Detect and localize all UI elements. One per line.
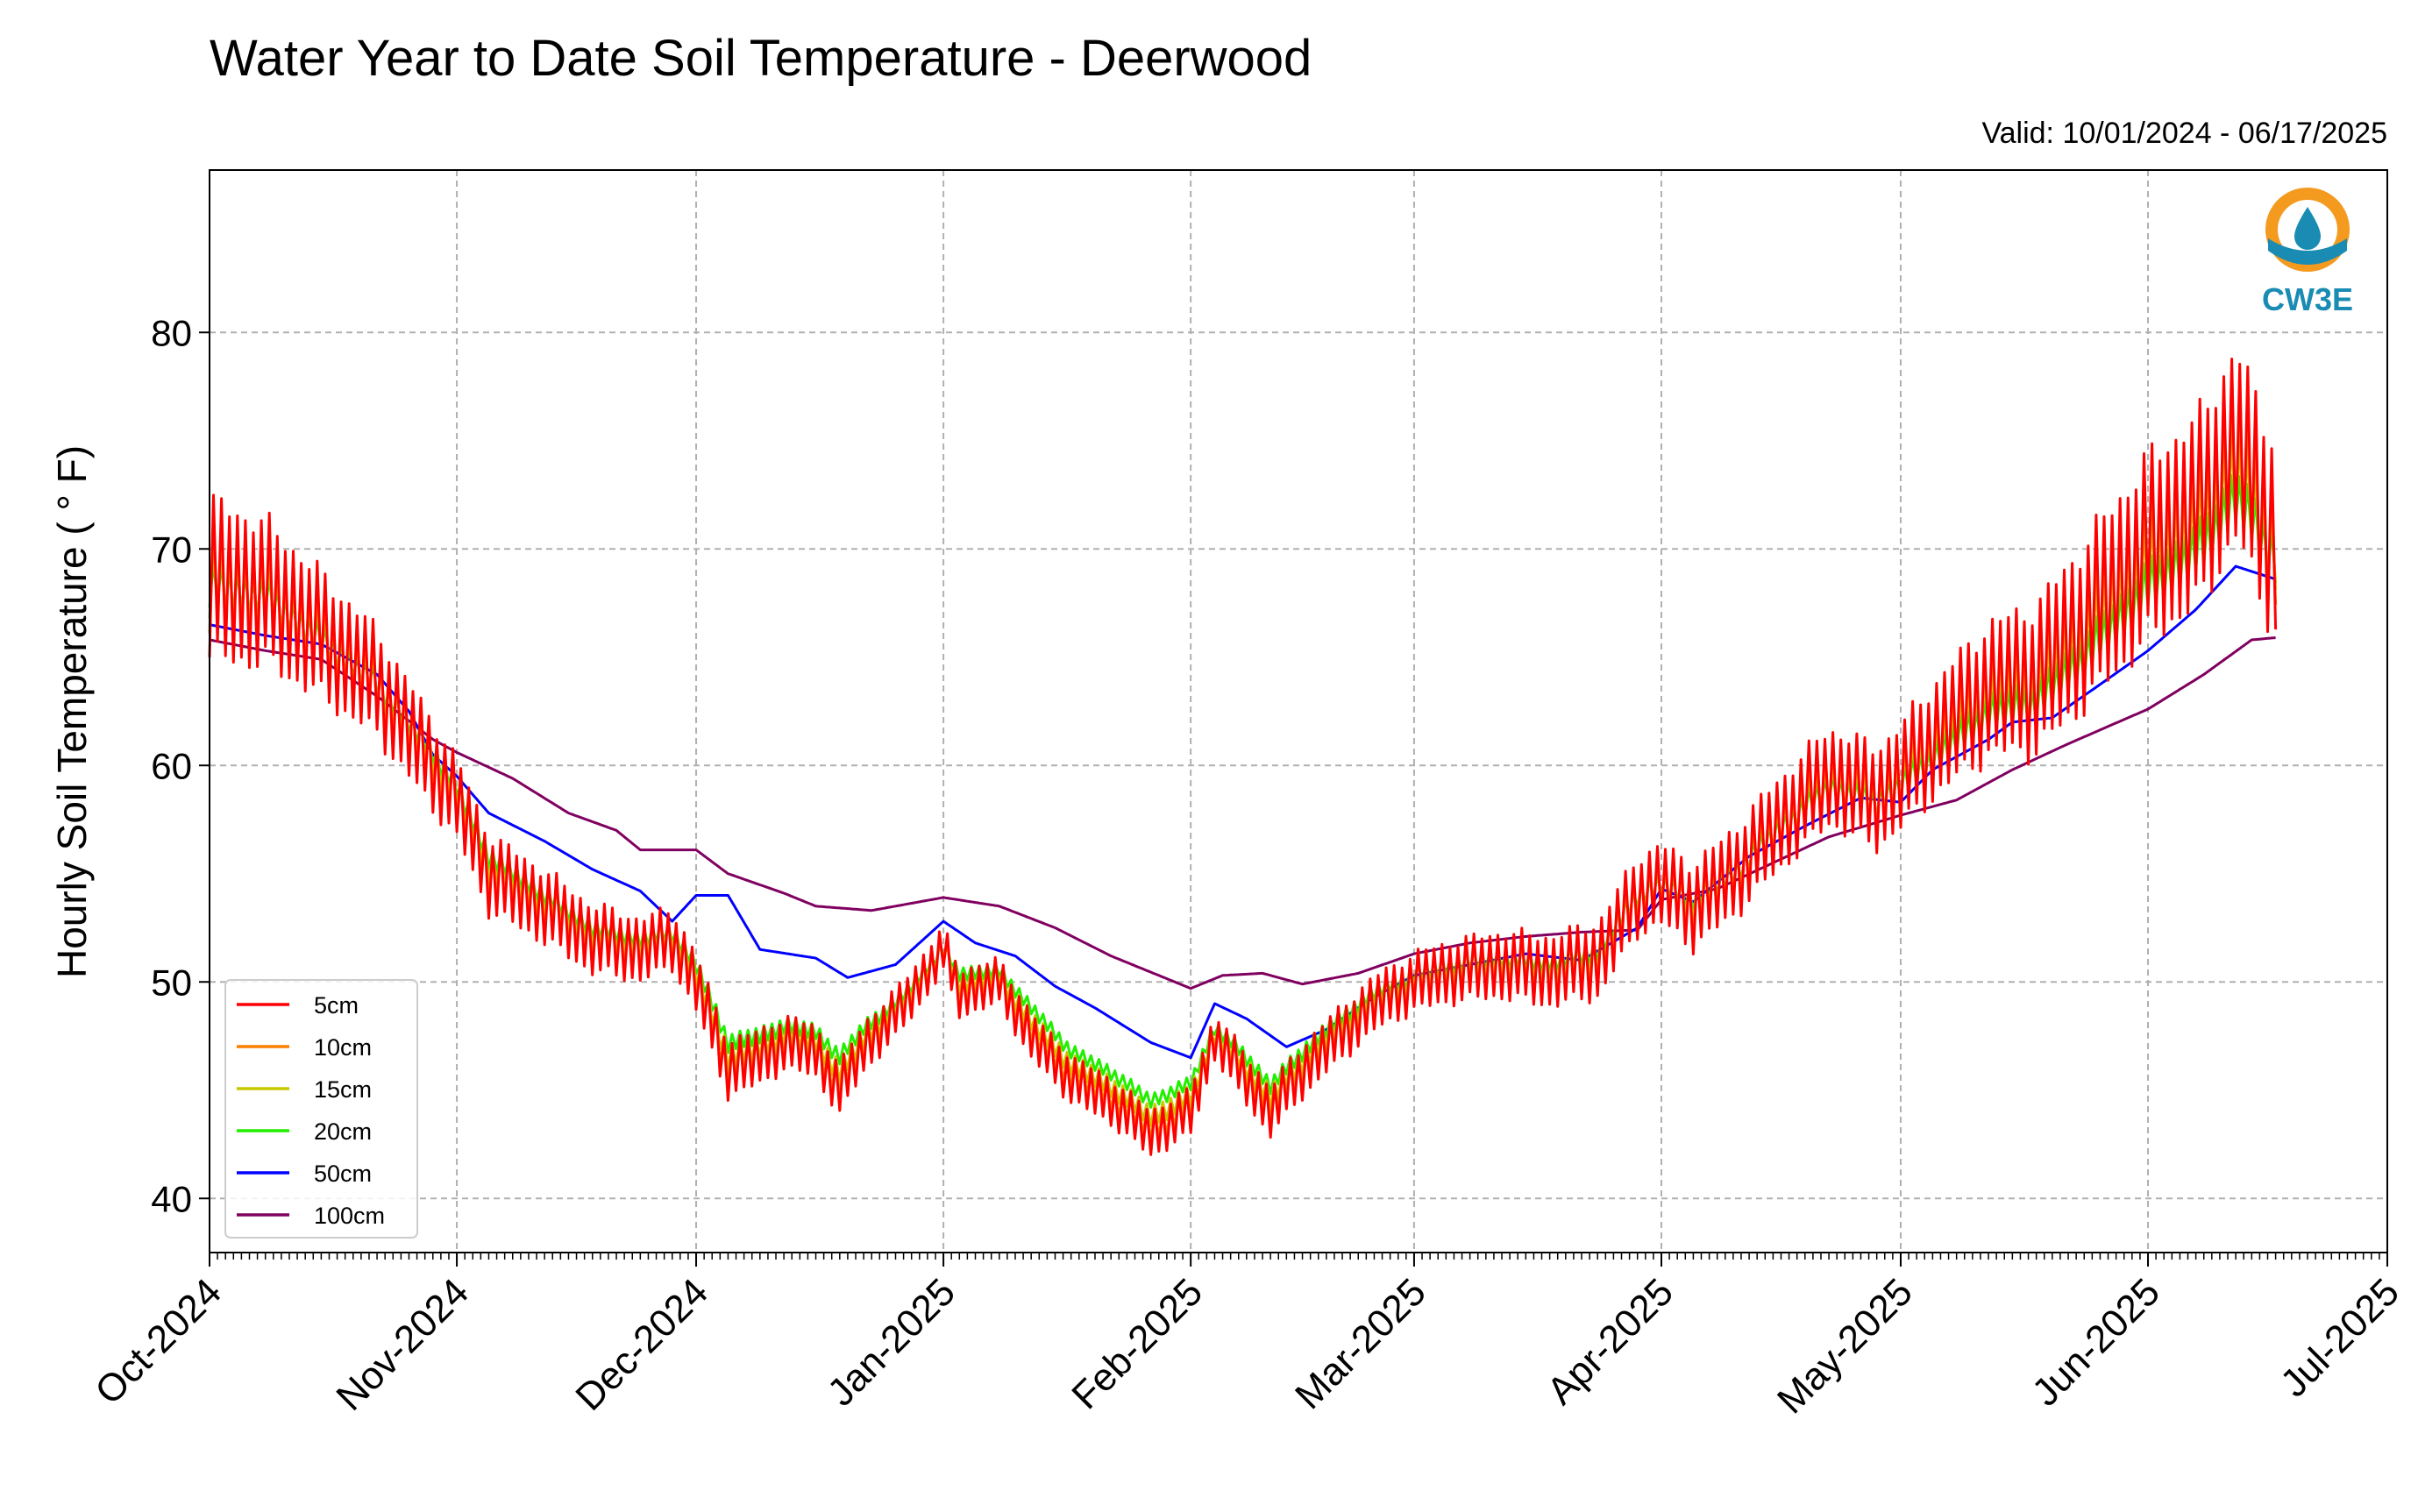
y-axis-label: Hourly Soil Temperature ( ° F) xyxy=(49,445,95,978)
legend: 5cm 10cm 15cm 20cm 50cm 100cm xyxy=(224,979,418,1239)
series-lines xyxy=(208,358,2278,1156)
valid-date-range: Valid: 10/01/2024 - 06/17/2025 xyxy=(1981,117,2387,150)
y-tick-label: 80 xyxy=(151,312,192,353)
y-tick-label: 40 xyxy=(151,1178,192,1219)
y-tick-labels: 40 50 60 70 80 xyxy=(151,312,192,1219)
series-line-100cm xyxy=(209,636,2276,990)
axis-ticks xyxy=(199,331,2388,1267)
series-line-5cm xyxy=(208,358,2278,1156)
chart-title: Water Year to Date Soil Temperature - De… xyxy=(210,30,1312,87)
logo-wave-icon xyxy=(2268,238,2347,265)
logo-text: CW3E xyxy=(2262,281,2353,317)
legend-label: 15cm xyxy=(314,1076,372,1103)
plot-frame xyxy=(209,169,2388,1253)
cw3e-logo: CW3E xyxy=(2262,188,2353,317)
legend-label: 5cm xyxy=(314,992,359,1019)
y-tick-label: 50 xyxy=(151,962,192,1003)
y-tick-label: 60 xyxy=(151,745,192,786)
y-tick-label: 70 xyxy=(151,529,192,570)
legend-box xyxy=(224,979,418,1239)
legend-label: 20cm xyxy=(314,1118,372,1145)
legend-label: 10cm xyxy=(314,1034,372,1061)
logo-drop-icon xyxy=(2294,207,2321,250)
legend-label: 50cm xyxy=(314,1161,372,1187)
legend-label: 100cm xyxy=(314,1203,385,1229)
